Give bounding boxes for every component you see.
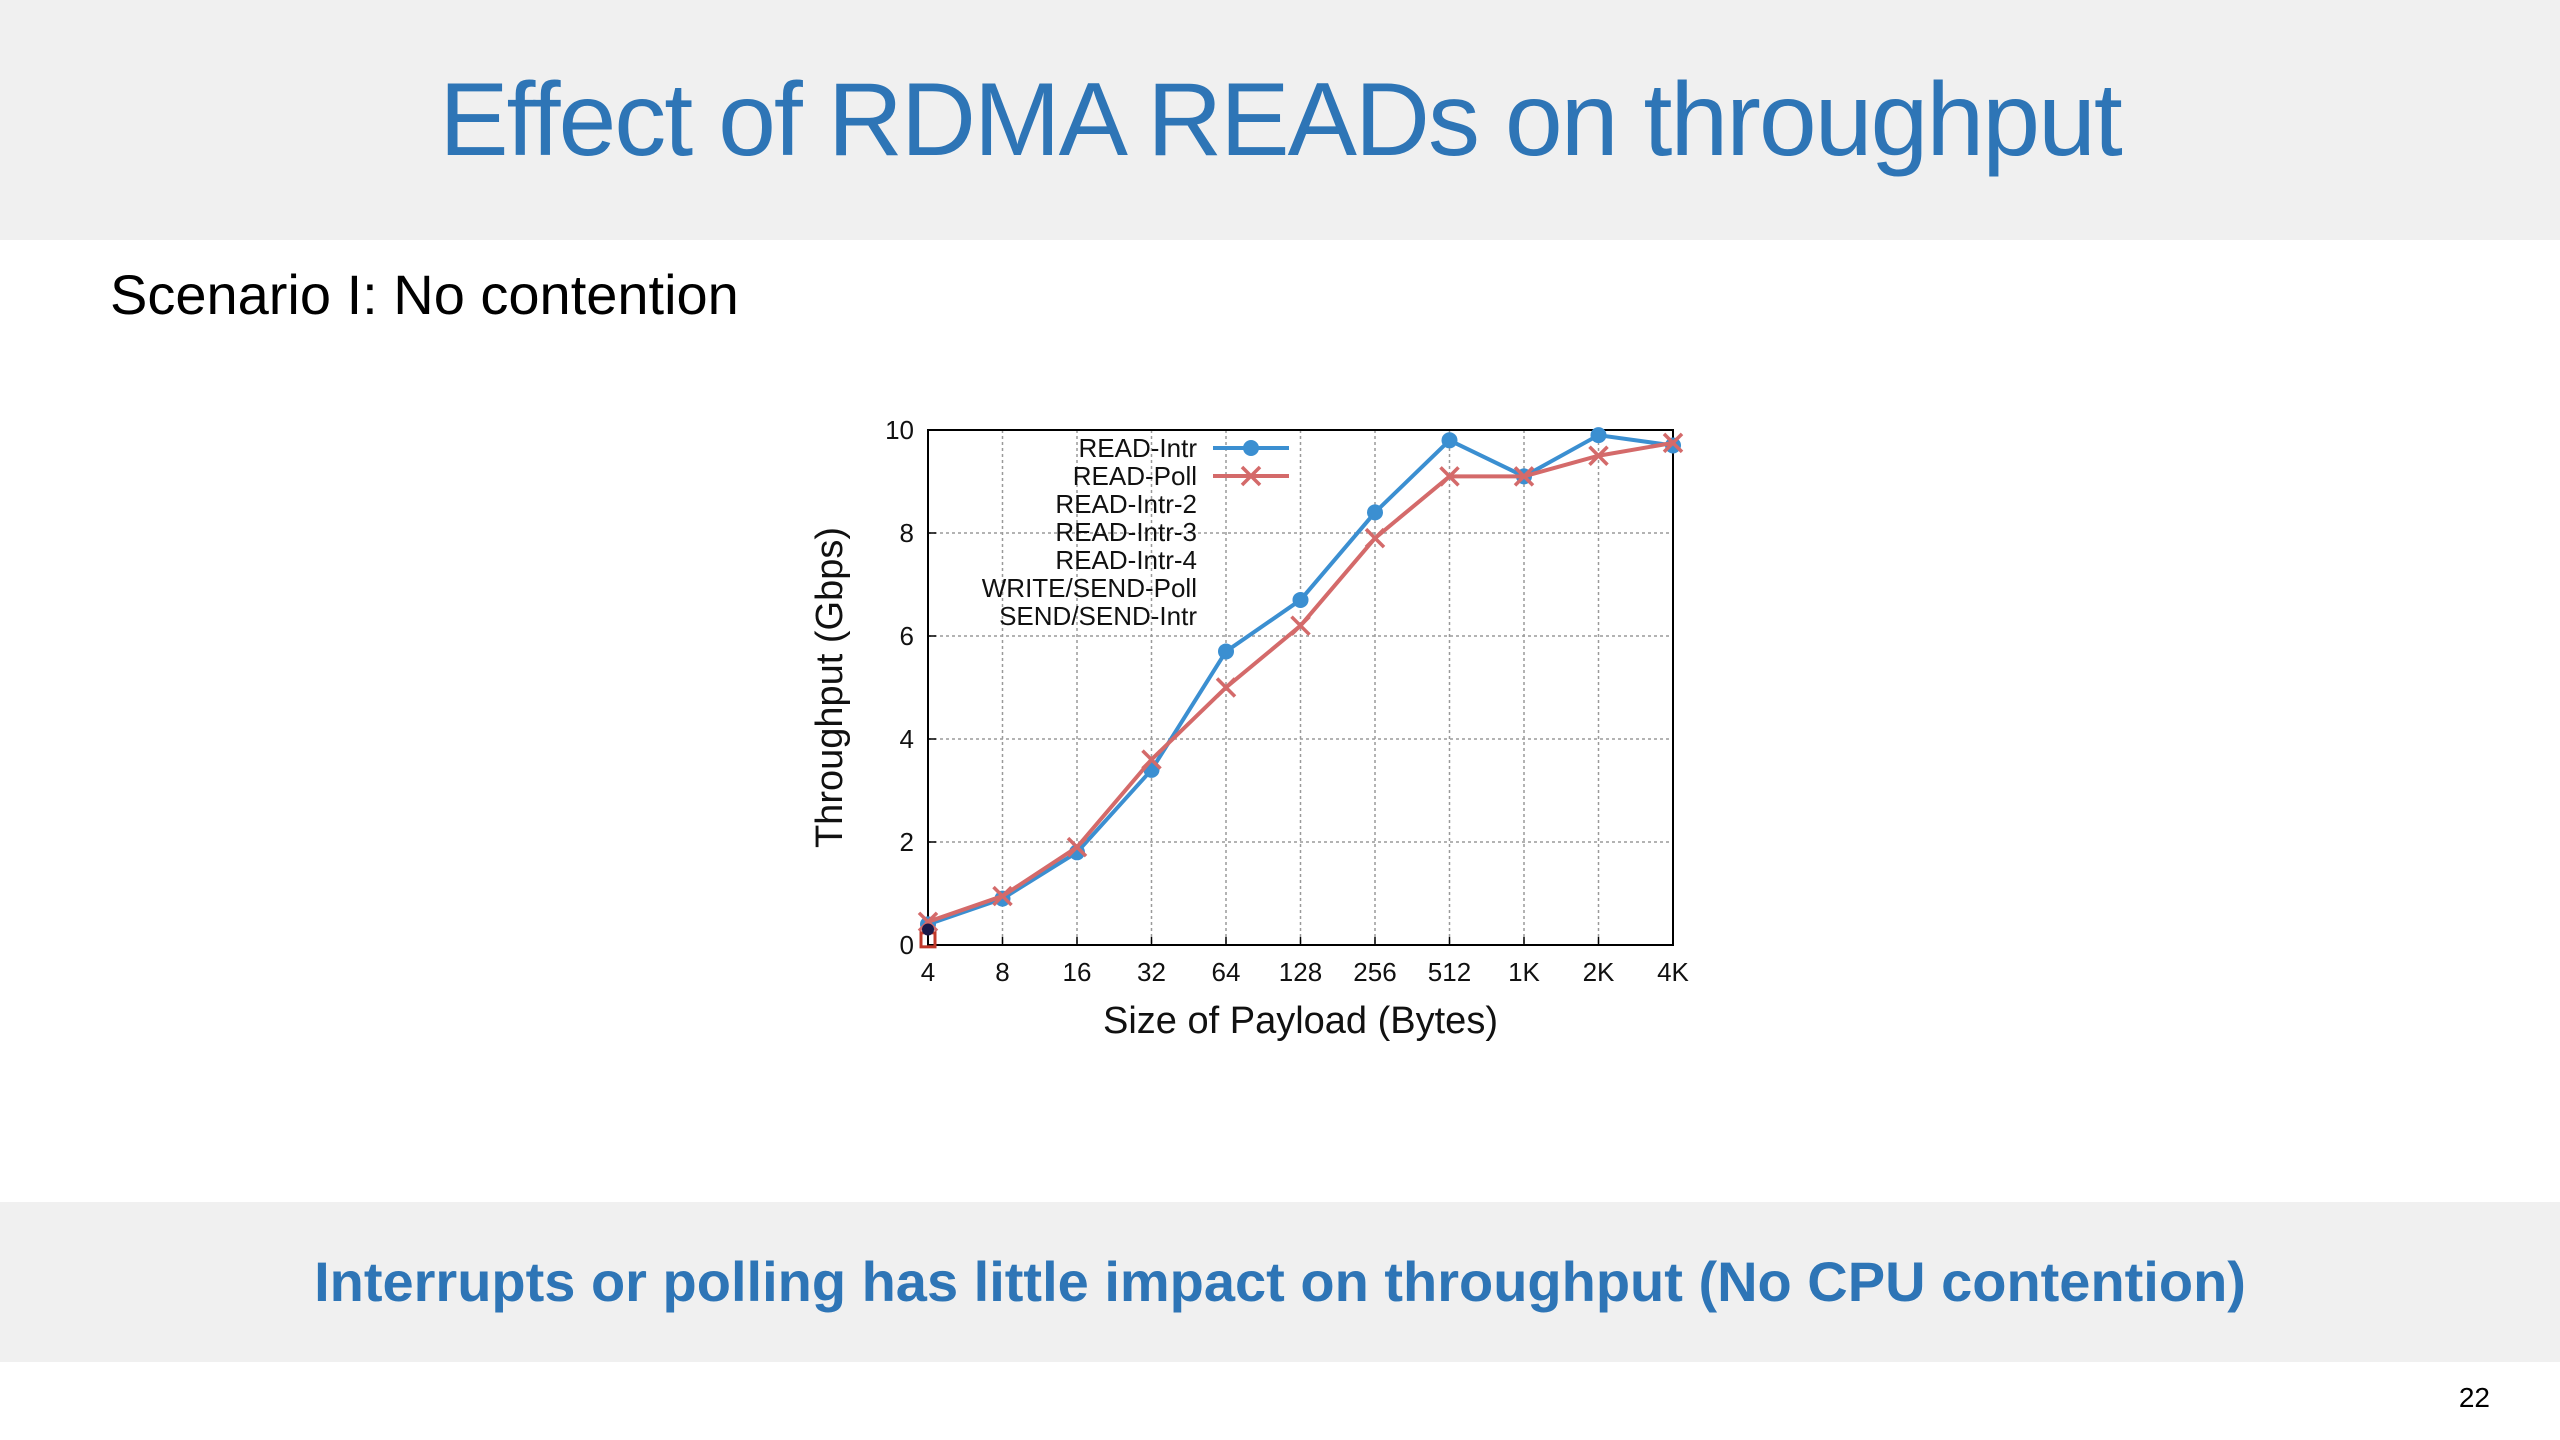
x-tick-label: 16: [1063, 957, 1092, 987]
legend-label: READ-Intr: [1079, 433, 1198, 463]
data-point: [1066, 836, 1088, 858]
y-tick-label: 8: [900, 518, 914, 548]
x-tick-label: 256: [1353, 957, 1396, 987]
data-point: [1513, 466, 1535, 487]
x-tick-label: 4K: [1657, 957, 1689, 987]
y-tick-label: 6: [900, 621, 914, 651]
throughput-chart: 4 8 16 32 64 128 256 512 1K 2K 4K0246810READ-IntrR…: [809, 415, 1690, 1042]
legend-label: READ-Intr-3: [1055, 517, 1197, 547]
data-point: [1215, 677, 1237, 698]
legend-marker: [1240, 465, 1262, 487]
x-tick-label: 512: [1428, 957, 1471, 987]
data-point: [917, 911, 939, 933]
x-tick-label: 4: [921, 957, 935, 987]
title-band: [0, 0, 2560, 240]
plot-area: [928, 430, 1673, 945]
legend-label: WRITE/SEND-Poll: [982, 573, 1197, 603]
x-tick-label: 2K: [1583, 957, 1615, 987]
data-point: [1590, 427, 1607, 444]
legend-marker: [1243, 440, 1259, 456]
y-tick-label: 4: [900, 724, 914, 754]
data-point: [1364, 527, 1386, 549]
x-tick-label: 128: [1279, 957, 1322, 987]
data-point: [1441, 432, 1458, 449]
x-tick-label: 8: [995, 957, 1009, 987]
data-point: [922, 923, 934, 936]
chart-container: 4 8 16 32 64 128 256 512 1K 2K 4K 0 2 4 6 8 10 READ-Intr R…: [800, 400, 1700, 1050]
data-point: [1292, 591, 1309, 608]
data-point: [1141, 749, 1162, 770]
data-point: [1662, 432, 1684, 454]
slide-title: Effect of RDMA READs on throughput: [439, 62, 2123, 178]
data-point: [1439, 466, 1460, 487]
slide-number: 22: [2458, 1382, 2490, 1413]
x-tick-label: 1K: [1508, 957, 1540, 987]
takeaway-text: Interrupts or polling has little impact …: [314, 1250, 2246, 1313]
y-tick-label: 10: [885, 415, 914, 445]
legend-label: READ-Intr-4: [1055, 545, 1197, 575]
y-tick-label: 0: [900, 930, 914, 960]
data-point: [1218, 643, 1234, 660]
data-point: [1588, 445, 1609, 466]
y-tick-label: 2: [900, 827, 914, 857]
takeaway-band: [0, 1202, 2560, 1362]
data-point: [1290, 615, 1311, 636]
x-axis-label: Size of Payload (Bytes): [1103, 1000, 1498, 1042]
data-point: [1665, 437, 1681, 454]
x-tick-label: 64: [1212, 957, 1241, 987]
legend-label: READ-Intr-2: [1055, 489, 1197, 519]
plot-border: [927, 429, 1674, 946]
legend-label: SEND/SEND-Intr: [999, 601, 1197, 631]
data-point: [992, 885, 1013, 907]
data-point: [1367, 504, 1383, 521]
x-tick-label: 32: [1137, 957, 1166, 987]
legend-label: READ-Poll: [1073, 461, 1197, 491]
y-axis-label: Throughput (Gbps): [809, 527, 851, 848]
slide-subtitle: Scenario I: No contention: [110, 263, 739, 326]
